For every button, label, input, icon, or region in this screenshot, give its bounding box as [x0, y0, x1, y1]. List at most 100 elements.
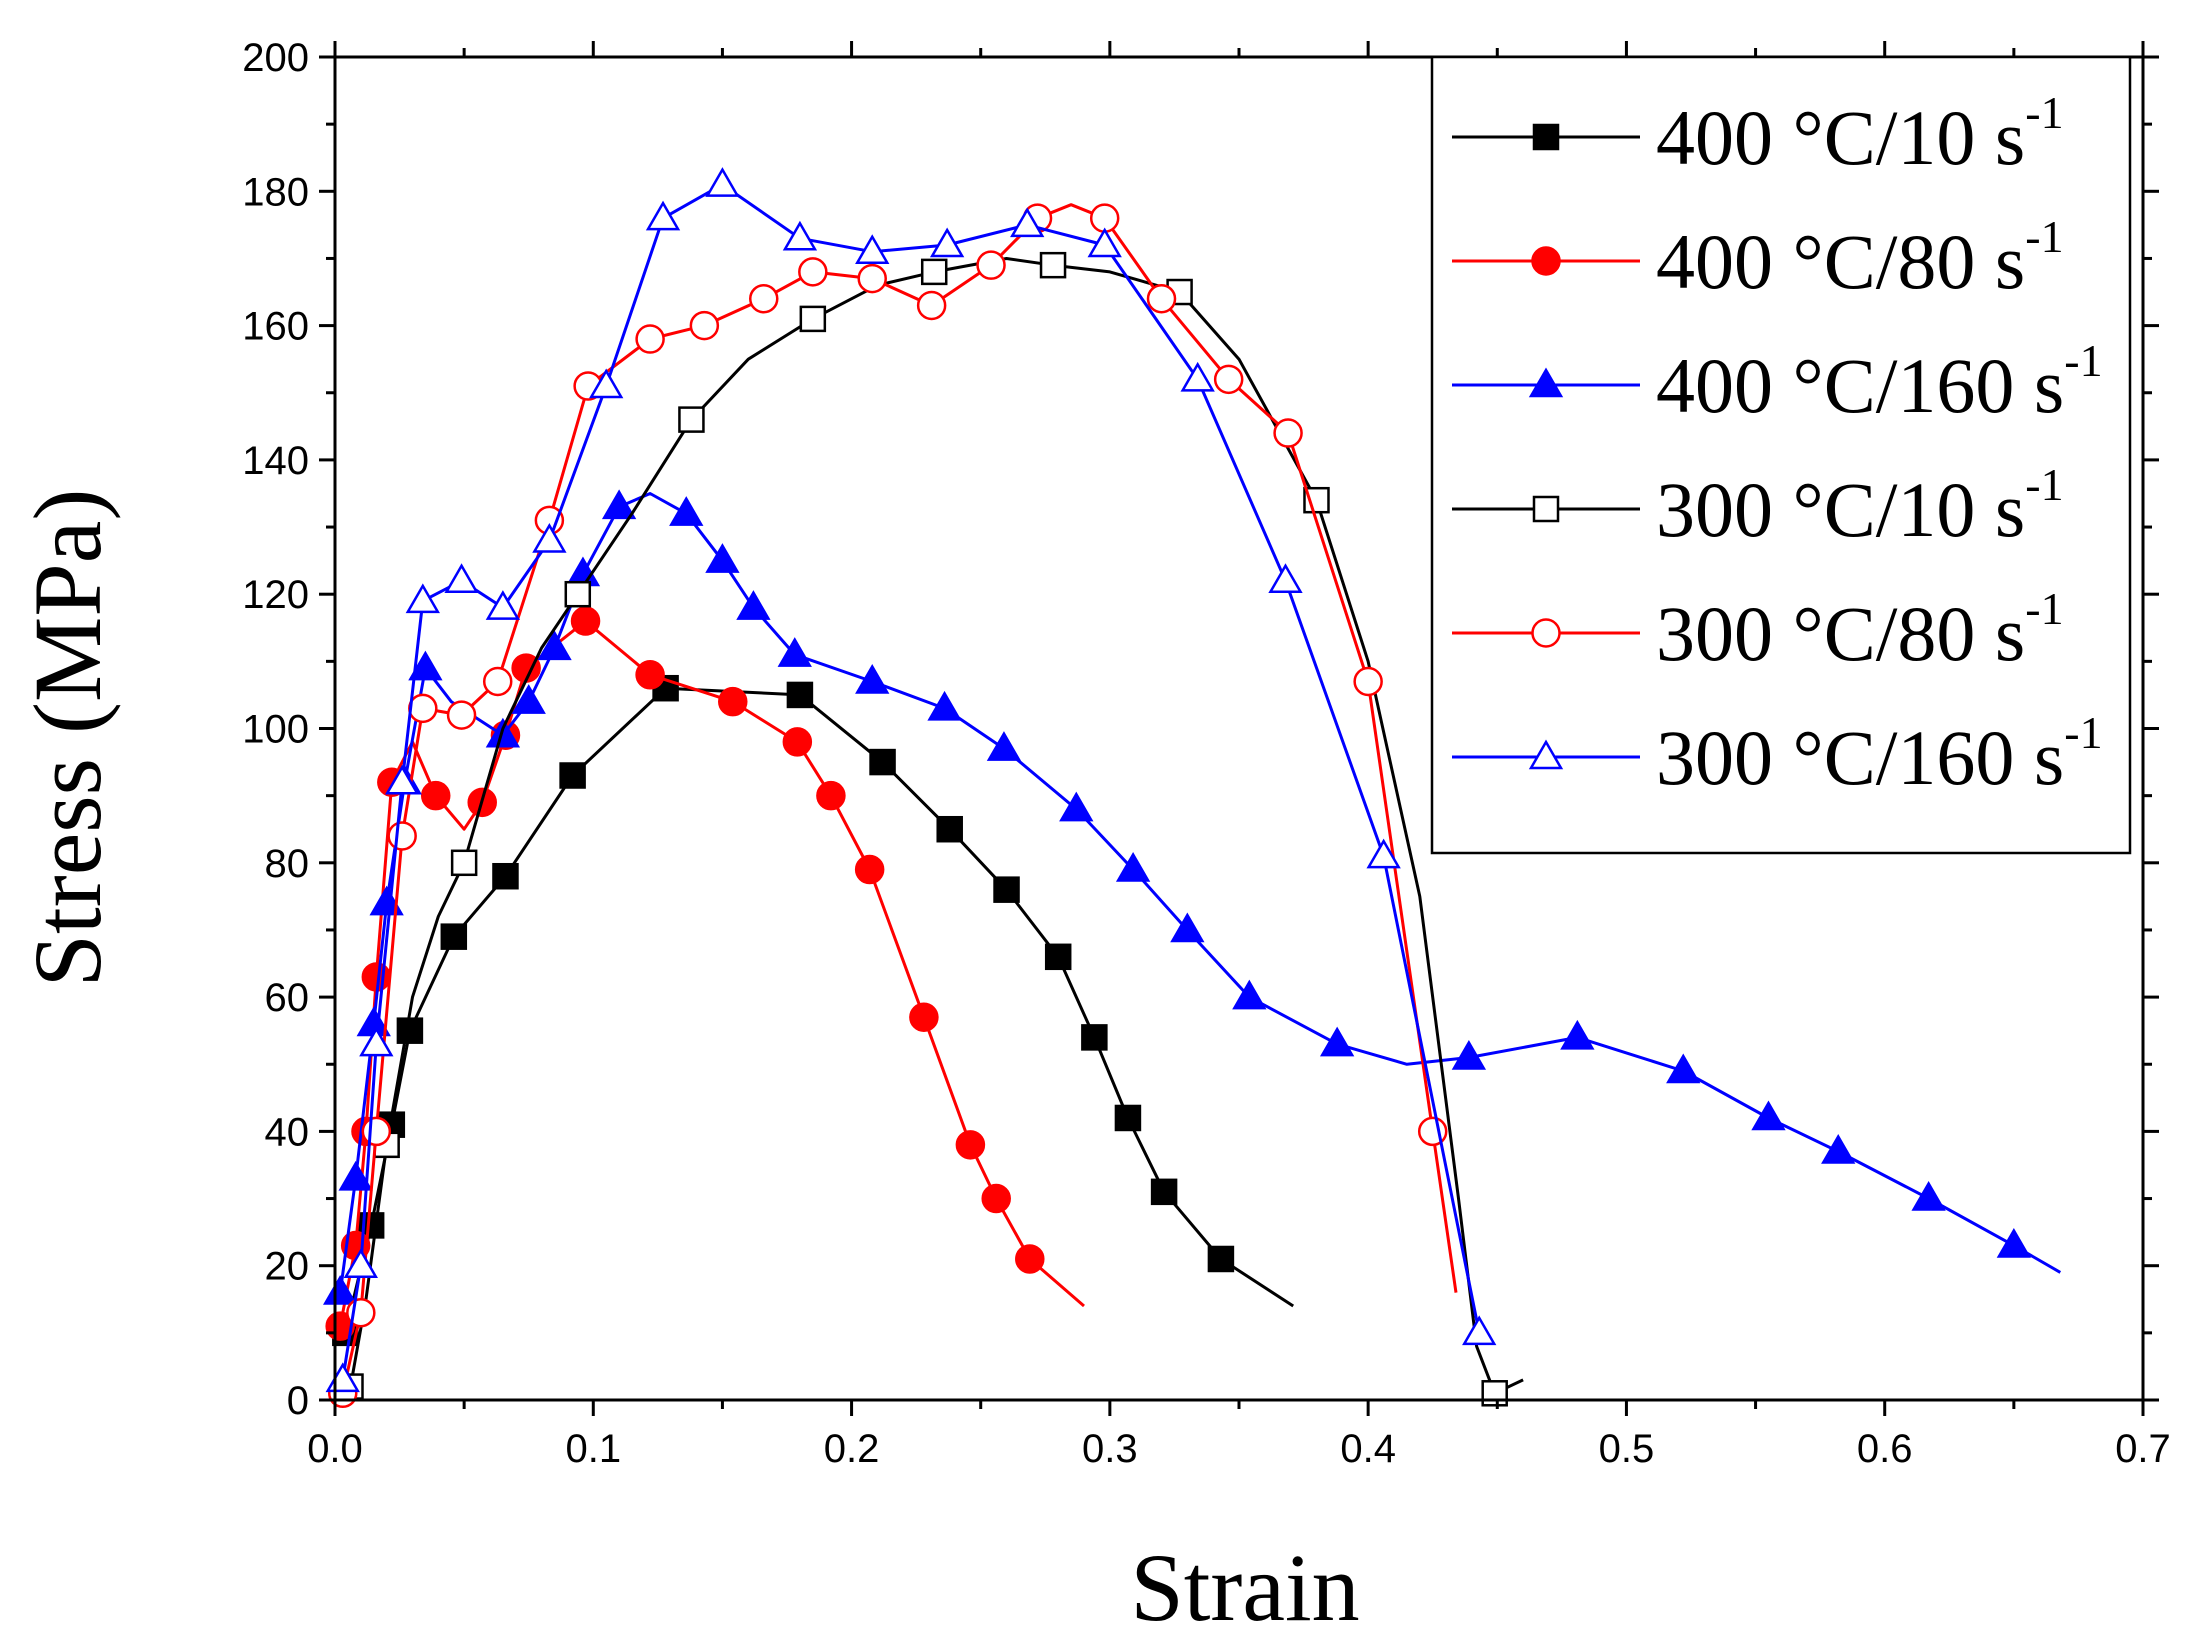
- data-point: [976, 250, 1006, 280]
- data-point: [689, 310, 720, 341]
- y-tick-label: 20: [265, 1245, 310, 1289]
- plot-area: [323, 167, 2062, 1409]
- data-point: [1273, 418, 1303, 448]
- x-tick-label: 0.0: [307, 1427, 363, 1471]
- data-point: [981, 1183, 1011, 1214]
- data-point: [909, 1002, 939, 1032]
- data-point: [1039, 251, 1067, 279]
- data-point: [485, 590, 521, 620]
- data-point: [446, 700, 477, 730]
- data-point: [1481, 1380, 1508, 1407]
- data-point: [678, 406, 705, 433]
- legend-label-exponent: -1: [2025, 459, 2063, 510]
- legend-marker: [1532, 123, 1560, 151]
- y-tick-label: 100: [242, 708, 309, 752]
- legend-entry: 300 °C/10 s-1: [1452, 459, 2064, 553]
- data-point: [736, 590, 771, 620]
- data-point: [782, 727, 813, 757]
- data-point: [1010, 207, 1045, 238]
- data-point: [855, 234, 890, 264]
- y-tick-label: 60: [265, 976, 310, 1020]
- legend-marker: [1528, 367, 1564, 398]
- data-point: [1146, 283, 1177, 314]
- legend-label: 400 °C/160 s-1: [1656, 335, 2103, 429]
- data-point: [1821, 1134, 1856, 1164]
- data-point: [1451, 1040, 1487, 1070]
- legend-label: 400 °C/10 s-1: [1656, 87, 2064, 181]
- data-point: [408, 650, 443, 681]
- data-point: [359, 1026, 394, 1057]
- data-point: [1207, 1245, 1235, 1273]
- data-point: [869, 748, 896, 776]
- data-point: [955, 1130, 986, 1160]
- legend-label-exponent: -1: [2025, 87, 2063, 138]
- data-point: [1213, 364, 1244, 395]
- data-point: [1666, 1053, 1701, 1084]
- legend-label-exponent: -1: [2025, 211, 2063, 262]
- legend-label: 300 °C/10 s-1: [1656, 459, 2064, 553]
- data-point: [936, 815, 963, 843]
- data-point: [405, 583, 440, 614]
- legend-box: [1430, 55, 2132, 855]
- data-point: [1319, 1026, 1355, 1057]
- data-point: [1911, 1181, 1946, 1211]
- data-point: [1170, 912, 1205, 943]
- x-tick-label: 0.4: [1340, 1427, 1396, 1471]
- data-point: [564, 580, 592, 608]
- data-point: [993, 876, 1020, 903]
- x-tick-label: 0.1: [565, 1427, 621, 1471]
- legend-marker: [1531, 246, 1561, 276]
- y-tick-label: 180: [242, 170, 309, 214]
- data-point: [1081, 1024, 1108, 1051]
- data-point: [986, 731, 1022, 761]
- data-point: [440, 923, 468, 950]
- legend-label-exponent: -1: [2064, 707, 2102, 758]
- series-line-6: [341, 183, 1481, 1381]
- x-tick-label: 0.5: [1599, 1427, 1655, 1471]
- series-line-3: [338, 492, 2062, 1293]
- data-point: [1996, 1228, 2032, 1258]
- legend-entry: 300 °C/80 s-1: [1452, 583, 2064, 677]
- data-point: [559, 762, 586, 789]
- legend-marker: [1531, 618, 1561, 648]
- data-point: [408, 693, 438, 724]
- data-point: [799, 305, 827, 333]
- x-tick-label: 0.3: [1082, 1427, 1138, 1471]
- x-tick-label: 0.6: [1857, 1427, 1913, 1471]
- data-point: [1462, 1315, 1497, 1346]
- data-point: [1087, 227, 1122, 258]
- y-tick-label: 140: [242, 439, 309, 483]
- legend-label-exponent: -1: [2064, 335, 2102, 386]
- data-point: [1059, 791, 1094, 822]
- data-point: [570, 606, 601, 636]
- x-tick-label: 0.2: [824, 1427, 880, 1471]
- data-point: [1560, 1019, 1595, 1050]
- data-point: [786, 681, 814, 709]
- data-point: [635, 660, 665, 690]
- y-tick-label: 160: [242, 305, 309, 349]
- data-point: [916, 290, 947, 321]
- data-point: [396, 1017, 424, 1044]
- y-tick-label: 0: [287, 1379, 309, 1423]
- legend-label: 300 °C/80 s-1: [1656, 583, 2064, 677]
- y-tick-label: 200: [242, 36, 309, 80]
- y-tick-label: 40: [265, 1110, 310, 1154]
- data-point: [1150, 1178, 1178, 1206]
- data-point: [857, 263, 887, 294]
- data-point: [1044, 943, 1072, 971]
- data-point: [927, 690, 962, 721]
- data-point: [323, 1275, 358, 1305]
- data-point: [854, 854, 885, 885]
- legend-marker: [1532, 495, 1560, 523]
- data-point: [749, 283, 779, 314]
- series-6: [325, 167, 1497, 1393]
- legend-marker: [1528, 739, 1564, 770]
- data-point: [645, 200, 681, 231]
- data-point: [537, 630, 572, 661]
- legend-label: 300 °C/160 s-1: [1656, 707, 2103, 801]
- data-point: [705, 543, 740, 573]
- data-point: [601, 489, 637, 520]
- data-point: [361, 1116, 392, 1147]
- data-point: [669, 496, 704, 526]
